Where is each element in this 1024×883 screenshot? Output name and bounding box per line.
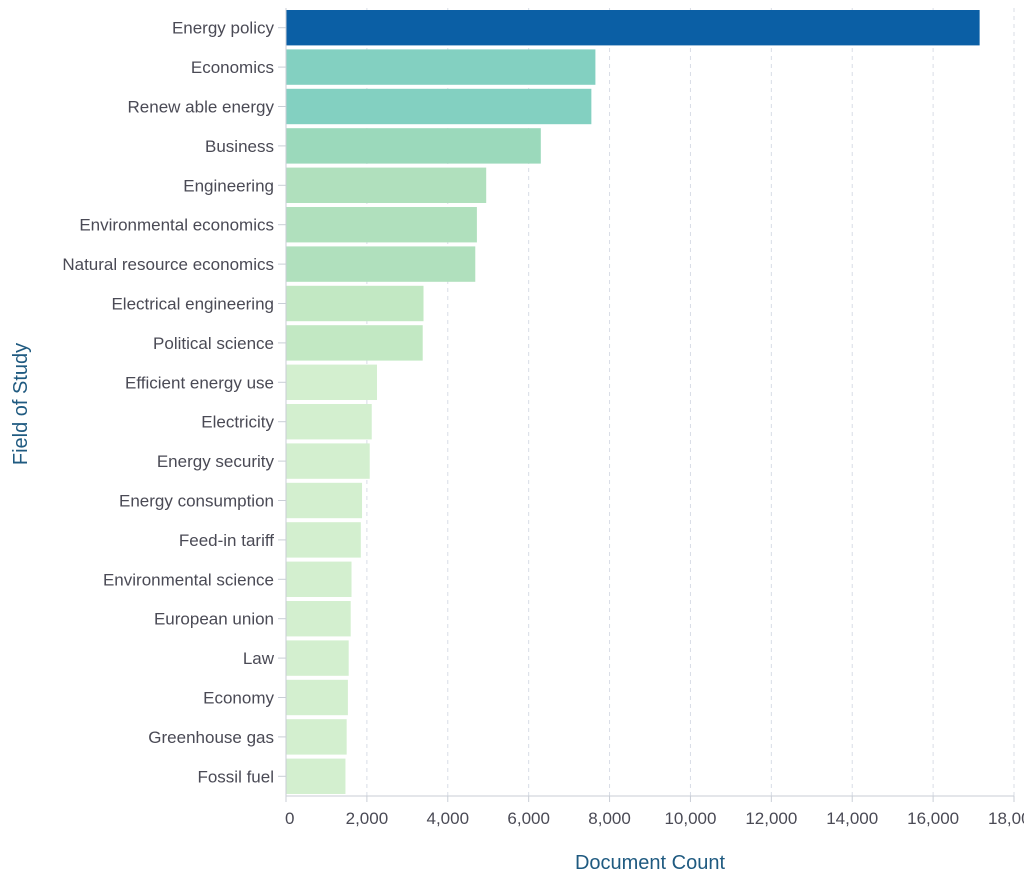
bar xyxy=(286,246,476,282)
x-tick-label: 6,000 xyxy=(507,809,550,828)
bar xyxy=(286,482,363,519)
category-label: Energy consumption xyxy=(119,492,274,511)
category-label: Political science xyxy=(153,334,274,353)
bar xyxy=(286,88,592,125)
category-label: Economy xyxy=(203,689,274,708)
x-tick-label: 8,000 xyxy=(588,809,631,828)
bar xyxy=(286,207,477,243)
category-label: Electricity xyxy=(201,413,274,432)
category-label: Engineering xyxy=(183,176,274,195)
category-label: Environmental economics xyxy=(79,216,274,235)
bars xyxy=(286,10,980,794)
x-tick-label: 12,000 xyxy=(745,809,797,828)
y-axis: Energy policy Economics Renew able energy B… xyxy=(62,8,287,796)
bar xyxy=(286,719,347,755)
bar xyxy=(286,128,541,164)
grid-lines xyxy=(366,8,1015,796)
category-label: Law xyxy=(243,649,275,668)
bar xyxy=(286,561,352,597)
bar xyxy=(286,522,361,558)
category-label: Renew able energy xyxy=(128,98,275,117)
category-label: Natural resource economics xyxy=(62,255,274,274)
bar xyxy=(286,364,377,400)
x-tick-label: 16,000 xyxy=(907,809,959,828)
bar xyxy=(286,443,370,479)
bar xyxy=(286,758,346,794)
bar xyxy=(286,601,351,637)
bar xyxy=(286,167,487,203)
x-tick-label: 0 xyxy=(285,809,294,828)
category-label: Environmental science xyxy=(103,570,274,589)
category-label: Efficient energy use xyxy=(125,373,274,392)
y-axis-title: Field of Study xyxy=(10,343,32,465)
bar xyxy=(286,10,980,46)
category-label: Energy policy xyxy=(172,19,275,38)
category-label: Feed-in tariff xyxy=(179,531,274,550)
bar xyxy=(286,325,423,361)
bar xyxy=(286,640,349,676)
bar xyxy=(286,404,372,440)
x-tick-label: 2,000 xyxy=(346,809,389,828)
x-tick-label: 10,000 xyxy=(664,809,716,828)
category-label: Greenhouse gas xyxy=(148,728,274,747)
category-label: Energy security xyxy=(157,452,275,471)
x-axis-title: Document Count xyxy=(575,852,726,874)
category-label: Economics xyxy=(191,58,274,77)
x-axis: 0 2,000 4,000 6,000 8,000 10,000 12,000 14,000 1… xyxy=(285,795,1024,828)
bar xyxy=(286,285,424,322)
x-tick-label: 14,000 xyxy=(826,809,878,828)
category-label: Business xyxy=(205,137,274,156)
category-label: European union xyxy=(154,610,274,629)
bar xyxy=(286,49,596,85)
bar xyxy=(286,679,348,716)
category-label: Electrical engineering xyxy=(111,295,274,314)
x-tick-label: 18,000 xyxy=(988,809,1024,828)
x-tick-label: 4,000 xyxy=(427,809,470,828)
category-label: Fossil fuel xyxy=(197,767,274,786)
